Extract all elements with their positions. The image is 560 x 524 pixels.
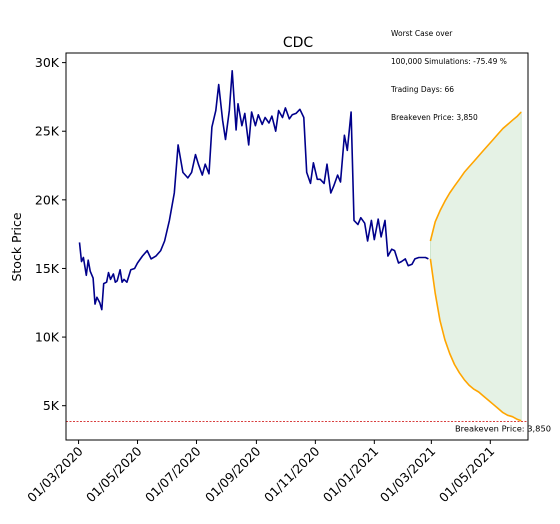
x-tick-label: 01/03/2020 (24, 443, 86, 505)
y-tick-label: 10K (35, 330, 60, 345)
x-tick-label: 01/01/2021 (320, 444, 382, 506)
summary-line: 100,000 Simulations: -75.49 % (391, 57, 507, 67)
x-tick-label: 01/07/2020 (142, 443, 204, 505)
plot-area: Breakeven Price: 3,850 5K 10K 15K 20K 25K 30K 0… (24, 52, 551, 506)
x-tick-label: 01/05/2021 (436, 444, 498, 506)
x-tick-label: 01/05/2020 (83, 443, 145, 505)
history-line (78, 70, 429, 311)
summary-line: Breakeven Price: 3,850 (391, 113, 478, 123)
y-tick-label: 20K (35, 192, 60, 207)
plot-frame (65, 52, 529, 441)
y-axis-label: Stock Price (9, 212, 24, 281)
x-tick-label: 01/11/2020 (261, 443, 323, 505)
chart-title: CDC (283, 35, 314, 51)
y-tick-label: 25K (35, 124, 60, 139)
simulation-summary: Worst Case over 100,000 Simulations: -75… (391, 10, 507, 132)
y-tick-label: 15K (35, 261, 60, 276)
projection-lower-line (429, 258, 522, 422)
projection-upper-line (429, 111, 522, 242)
breakeven-label: Breakeven Price: 3,850 (455, 423, 551, 433)
y-tick-label: 30K (35, 55, 60, 70)
x-tick-label: 01/03/2021 (377, 444, 439, 506)
y-tick-label: 5K (43, 398, 60, 413)
x-tick-label: 01/09/2020 (202, 443, 264, 505)
summary-line: Trading Days: 66 (391, 85, 455, 95)
summary-line: Worst Case over (391, 28, 453, 38)
